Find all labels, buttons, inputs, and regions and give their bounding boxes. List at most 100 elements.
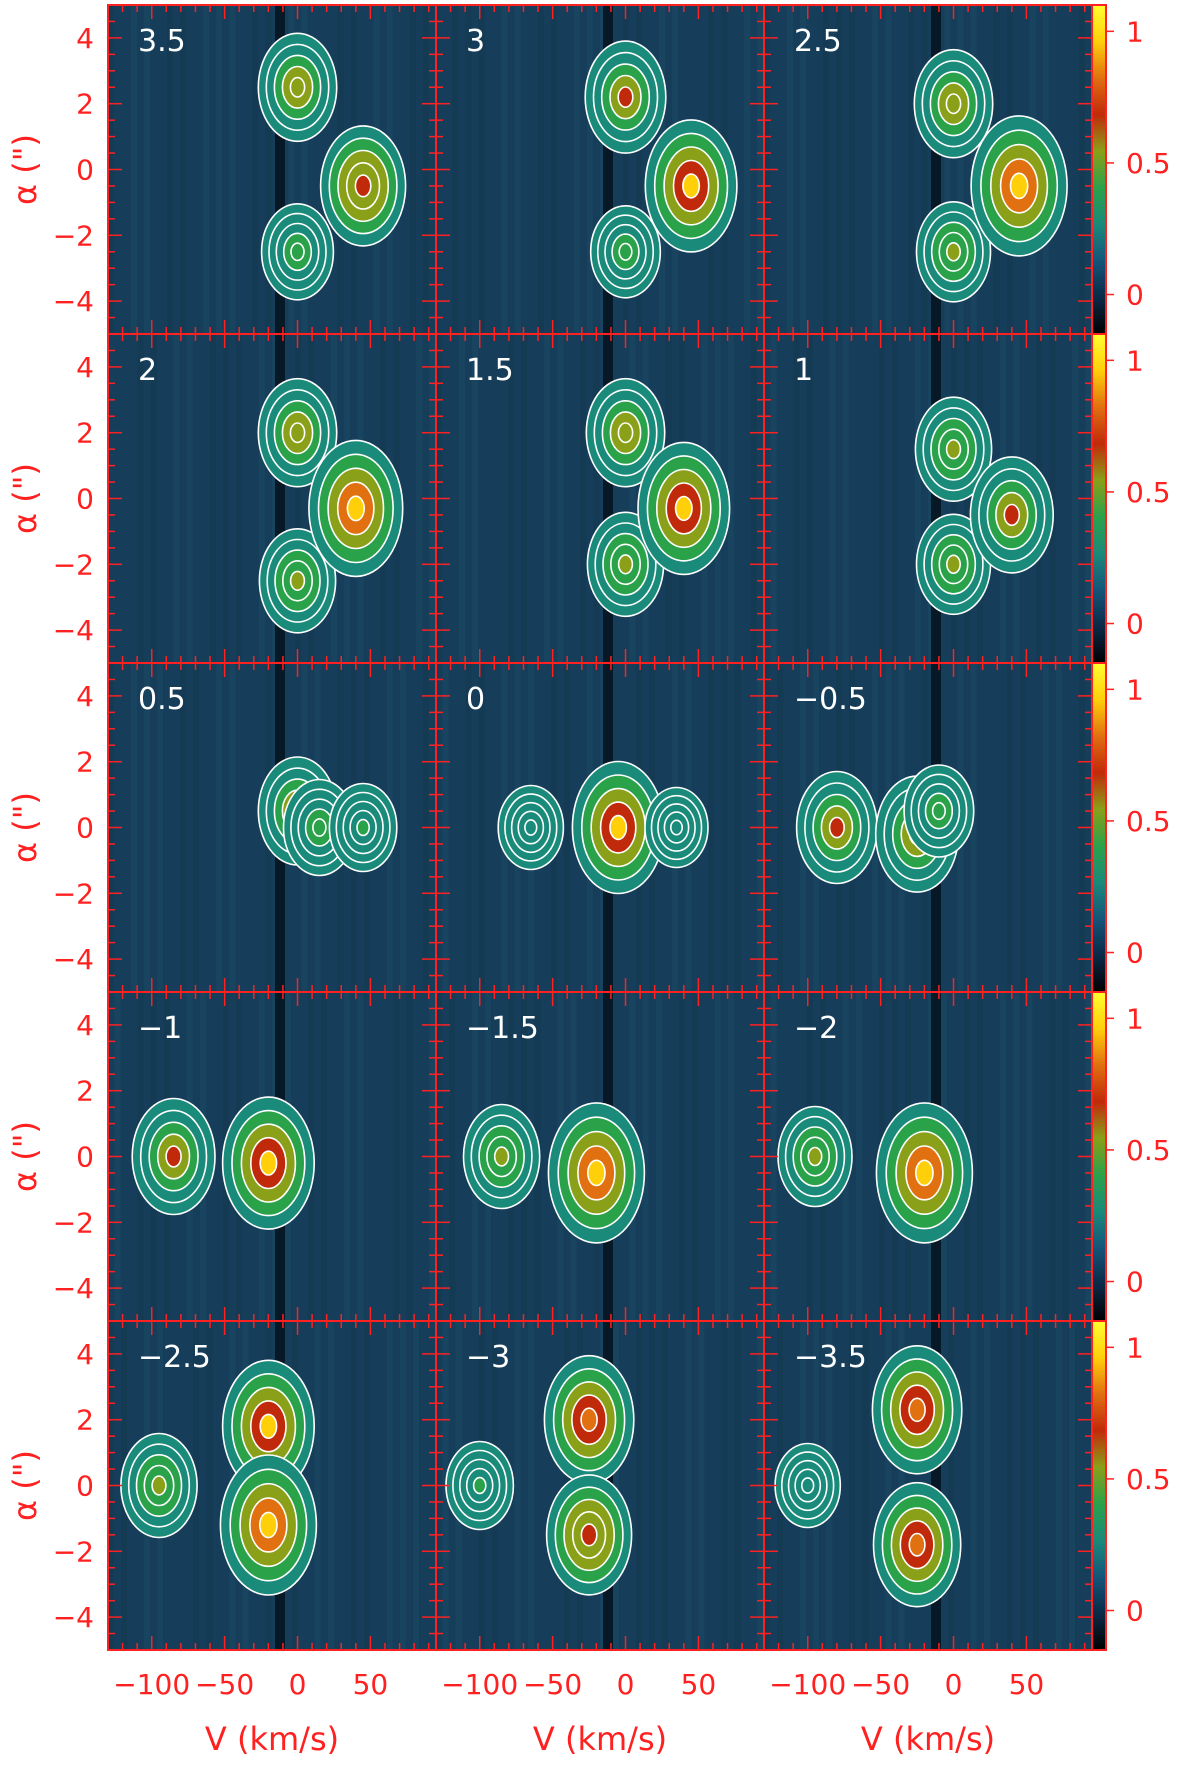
noise-streak (544, 334, 551, 663)
noise-streak (265, 5, 272, 334)
y-tick-label: −2 (53, 1206, 94, 1239)
y-axis-label: α (") (6, 1121, 44, 1192)
noise-streak (137, 334, 144, 663)
pv-panel: −3 −100 −50 0 50 V (km/s) (435, 1320, 765, 1758)
x-axis-label: V (km/s) (205, 1720, 339, 1758)
noise-streak (327, 1321, 334, 1650)
noise-streak (836, 5, 843, 334)
x-tick-label: −100 (769, 1668, 846, 1701)
y-axis-label: α (") (6, 1450, 44, 1521)
noise-streak (849, 1321, 856, 1650)
colorbar-tick-label: 1 (1126, 1002, 1144, 1035)
emission-contour (290, 242, 305, 262)
emission-contour (524, 819, 538, 836)
noise-streak (734, 663, 741, 992)
x-axis-label: V (km/s) (861, 1720, 995, 1758)
noise-streak (678, 992, 685, 1321)
colorbar-tick-label: 1 (1126, 15, 1144, 48)
colorbar-tick-label: 0 (1126, 937, 1144, 970)
emission-contour (914, 1159, 934, 1187)
noise-streak (623, 5, 629, 334)
emission-contour (670, 819, 684, 836)
noise-streak (908, 5, 915, 334)
absorption-column (603, 5, 613, 334)
noise-streak (1006, 1321, 1013, 1650)
colorbar-tick-label: 0 (1126, 1595, 1144, 1628)
emission-contour (580, 1407, 598, 1432)
y-tick-label: 0 (76, 154, 94, 187)
noise-streak (691, 992, 698, 1321)
panel-offset-label: 1.5 (466, 353, 514, 388)
colorbar-tick-label: 0 (1126, 279, 1144, 312)
noise-streak (1042, 663, 1049, 992)
emission-contour (945, 438, 962, 460)
noise-streak (563, 663, 570, 992)
colorbar-tick-label: 0.5 (1126, 1134, 1171, 1167)
noise-streak (806, 334, 813, 663)
colorbar: 00.51 (1091, 1320, 1171, 1651)
noise-streak (685, 1321, 692, 1650)
noise-streak (393, 992, 400, 1321)
x-tick-label: −50 (195, 1668, 254, 1701)
noise-streak (878, 334, 885, 663)
pv-panel: 3.5 −4 −2 0 2 4 α (") (6, 4, 437, 335)
emission-contour (1009, 172, 1029, 200)
emission-contour (259, 1413, 278, 1440)
emission-contour (151, 1475, 167, 1496)
noise-streak (849, 5, 856, 334)
pv-panel: 1 (763, 333, 1093, 664)
emission-contour (674, 495, 693, 522)
noise-streak (229, 5, 236, 334)
emission-contour (617, 86, 634, 109)
noise-streak (580, 334, 587, 663)
noise-streak (173, 334, 180, 663)
x-tick-label: −50 (523, 1668, 582, 1701)
noise-streak (465, 5, 472, 334)
noise-streak (885, 1321, 892, 1650)
colorbar-tick-label: 0.5 (1126, 1463, 1171, 1496)
noise-streak (957, 5, 964, 334)
noise-streak (593, 334, 600, 663)
panel-offset-label: 1 (794, 353, 813, 388)
noise-streak (1019, 1321, 1026, 1650)
pv-panel: 2 −4 −2 0 2 4 α (") (6, 333, 437, 664)
emission-contour (356, 818, 370, 837)
noise-streak (167, 5, 173, 334)
y-tick-label: 2 (76, 88, 94, 121)
absorption-column (931, 334, 941, 663)
noise-streak (613, 1321, 620, 1650)
noise-streak (235, 334, 242, 663)
colorbar: 00.51 (1091, 4, 1171, 335)
emission-contour (617, 554, 634, 575)
y-tick-label: −2 (53, 548, 94, 581)
noise-streak (787, 5, 793, 334)
panel-offset-label: 0 (466, 682, 485, 717)
noise-streak (793, 334, 800, 663)
emission-contour (617, 422, 634, 444)
noise-streak (131, 663, 137, 992)
noise-streak (1033, 1321, 1039, 1650)
absorption-column (603, 334, 613, 663)
panel-offset-label: 0.5 (138, 682, 186, 717)
noise-streak (399, 663, 406, 992)
noise-streak (357, 992, 364, 1321)
noise-streak (862, 1321, 869, 1650)
noise-streak (557, 334, 564, 663)
colorbar: 00.51 (1091, 991, 1171, 1322)
panel-offset-label: 2.5 (794, 24, 842, 59)
noise-streak (344, 992, 351, 1321)
noise-streak (413, 1321, 419, 1650)
emission-contour (493, 1146, 510, 1167)
emission-contour (165, 1145, 182, 1168)
noise-streak (744, 5, 751, 334)
noise-streak (131, 5, 137, 334)
noise-streak (898, 1321, 905, 1650)
panel-offset-label: −1 (138, 1011, 182, 1046)
colorbar-tick-label: 0 (1126, 608, 1144, 641)
x-axis-label: V (km/s) (533, 1720, 667, 1758)
panel-offset-label: 3 (466, 24, 485, 59)
noise-streak (842, 334, 849, 663)
noise-streak (872, 5, 879, 334)
noise-streak (983, 1321, 990, 1650)
noise-streak (514, 1321, 521, 1650)
